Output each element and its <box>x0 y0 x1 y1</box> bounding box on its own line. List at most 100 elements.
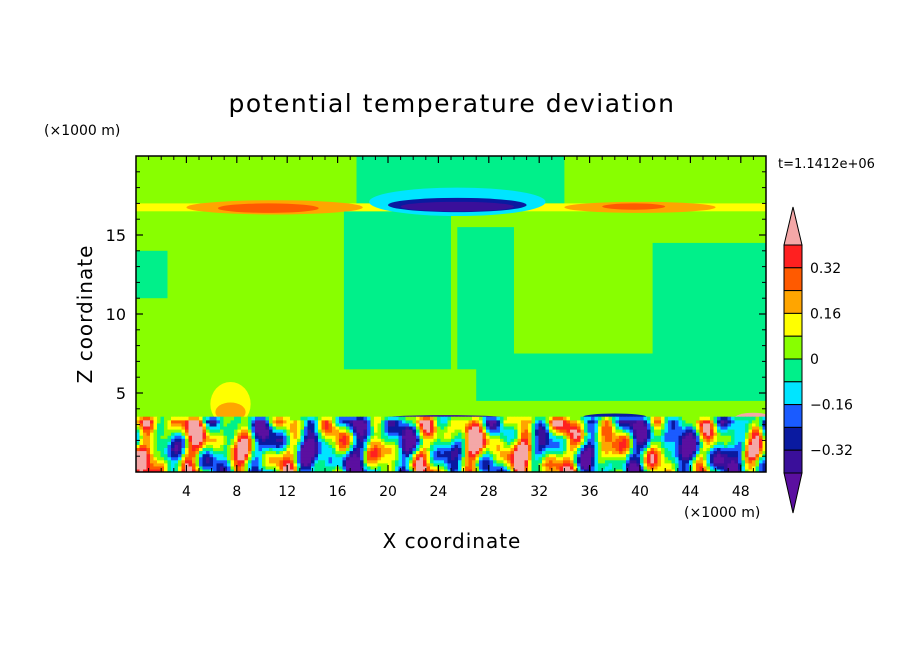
bl-cell <box>143 441 148 445</box>
bl-cell <box>706 419 711 424</box>
bl-cell <box>454 459 459 464</box>
bl-cell <box>164 419 169 424</box>
bl-cell <box>671 438 676 442</box>
bl-cell <box>713 419 718 424</box>
bl-cell <box>720 416 725 421</box>
bl-cell <box>720 456 725 461</box>
bl-cell <box>283 444 288 449</box>
bl-cell <box>328 462 333 467</box>
bl-cell <box>206 459 211 464</box>
bl-cell <box>206 456 211 461</box>
bl-cell <box>244 453 249 458</box>
bl-cell <box>370 450 375 455</box>
bl-cell <box>328 432 333 436</box>
bl-cell <box>482 425 487 430</box>
bl-cell <box>447 432 452 436</box>
bl-cell <box>251 468 256 472</box>
bl-cell <box>745 447 750 452</box>
bl-cell <box>734 453 739 458</box>
bl-cell <box>150 456 155 461</box>
bl-cell <box>381 459 386 464</box>
bl-cell <box>426 428 431 433</box>
bl-cell <box>171 428 176 433</box>
bl-cell <box>447 422 452 427</box>
bl-cell <box>143 465 148 470</box>
bl-cell <box>374 416 379 421</box>
bl-cell <box>321 462 326 467</box>
bl-cell <box>626 438 631 442</box>
bl-cell <box>314 468 319 472</box>
bl-cell <box>164 462 169 467</box>
bl-cell <box>531 432 536 436</box>
bl-cell <box>136 465 141 470</box>
bl-cell <box>328 450 333 455</box>
bl-cell <box>167 462 172 467</box>
bl-cell <box>461 456 466 461</box>
bl-cell <box>339 416 344 421</box>
bl-cell <box>510 416 515 421</box>
bl-cell <box>486 432 491 436</box>
bl-cell <box>335 435 340 439</box>
bl-cell <box>356 419 361 424</box>
bl-cell <box>192 435 197 439</box>
bl-cell <box>209 438 214 442</box>
bl-cell <box>626 419 631 424</box>
bl-cell <box>279 459 284 464</box>
bl-cell <box>731 450 736 455</box>
bl-cell <box>643 425 648 430</box>
bl-cell <box>367 462 372 467</box>
bl-cell <box>643 456 648 461</box>
bl-cell <box>293 438 298 442</box>
bl-cell <box>437 453 442 458</box>
bl-cell <box>437 416 442 421</box>
bl-cell <box>713 450 718 455</box>
bl-cell <box>605 450 610 455</box>
bl-cell <box>192 425 197 430</box>
bl-cell <box>391 416 396 421</box>
bl-cell <box>514 441 519 445</box>
bl-cell <box>199 428 204 433</box>
bl-cell <box>458 453 463 458</box>
bl-cell <box>713 416 718 421</box>
bl-cell <box>657 425 662 430</box>
bl-cell <box>349 416 354 421</box>
bl-cell <box>241 416 246 421</box>
bl-cell <box>220 416 225 421</box>
bl-cell <box>265 456 270 461</box>
bl-cell <box>675 441 680 445</box>
bl-cell <box>650 453 655 458</box>
bl-cell <box>622 425 627 430</box>
bl-cell <box>174 432 179 436</box>
bl-cell <box>339 462 344 467</box>
bl-cell <box>363 425 368 430</box>
bl-cell <box>696 447 701 452</box>
bl-cell <box>608 435 613 439</box>
bl-cell <box>213 459 218 464</box>
bl-cell <box>374 462 379 467</box>
bl-cell <box>265 450 270 455</box>
bl-cell <box>752 453 757 458</box>
bl-cell <box>311 435 316 439</box>
bl-cell <box>188 465 193 470</box>
bl-cell <box>717 462 722 467</box>
bl-cell <box>332 422 337 427</box>
bl-cell <box>160 444 165 449</box>
bl-cell <box>178 416 183 421</box>
bl-cell <box>171 468 176 472</box>
bl-cell <box>647 459 652 464</box>
bl-cell <box>475 419 480 424</box>
bl-cell <box>395 453 400 458</box>
bl-cell <box>318 462 323 467</box>
bl-cell <box>594 459 599 464</box>
bl-cell <box>724 462 729 467</box>
bl-cell <box>339 459 344 464</box>
bl-cell <box>286 425 291 430</box>
bl-cell <box>220 425 225 430</box>
bl-cell <box>430 456 435 461</box>
bl-cell <box>451 441 456 445</box>
bl-cell <box>398 435 403 439</box>
bl-cell <box>402 444 407 449</box>
bl-cell <box>202 435 207 439</box>
bl-cell <box>710 438 715 442</box>
bl-cell <box>451 428 456 433</box>
